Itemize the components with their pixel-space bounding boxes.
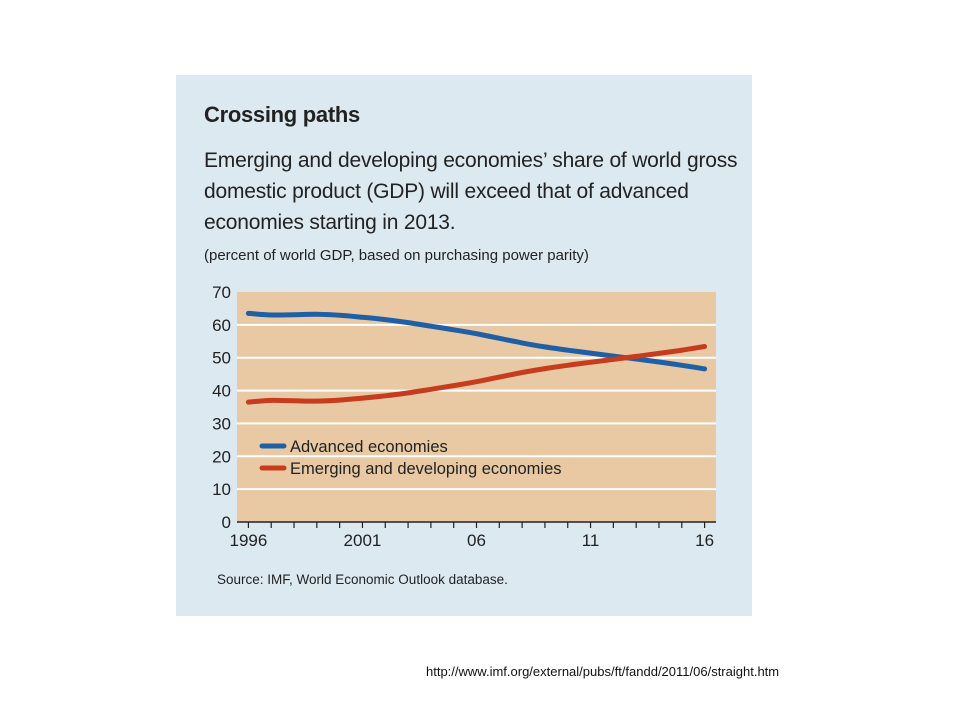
x-axis-ticks [247, 522, 706, 528]
x-axis-tick-labels: 1996 2001 06 11 16 [229, 531, 714, 550]
x-tick-label-1996: 1996 [229, 531, 267, 550]
legend-label-advanced-economies: Advanced economies [290, 438, 448, 456]
y-tick-label-60: 60 [212, 316, 231, 335]
series-lines [245, 310, 708, 405]
y-tick-label-30: 30 [212, 414, 231, 433]
x-tick-label-06: 06 [467, 531, 486, 550]
y-tick-label-70: 70 [212, 283, 231, 302]
legend: Advanced economies Emerging and developin… [259, 438, 562, 478]
chart-title: Crossing paths [204, 102, 360, 127]
y-tick-label-50: 50 [212, 349, 231, 368]
y-tick-label-0: 0 [222, 513, 231, 532]
y-tick-label-20: 20 [212, 447, 231, 466]
x-tick-label-2001: 2001 [344, 531, 382, 550]
chart-subtitle: Emerging and developing economies’ share… [204, 149, 738, 234]
x-tick-label-16: 16 [695, 531, 714, 550]
y-tick-label-40: 40 [212, 382, 231, 401]
y-axis-tick-labels: 0 10 20 30 40 50 60 70 [212, 283, 231, 532]
y-tick-label-10: 10 [212, 480, 231, 499]
plot-area [237, 292, 716, 522]
source-note: Source: IMF, World Economic Outlook data… [217, 572, 508, 587]
x-tick-label-11: 11 [582, 531, 600, 550]
series-line-emerging-and-developing-economies [245, 344, 708, 405]
legend-label-emerging-and-developing-economies: Emerging and developing economies [290, 460, 562, 478]
unit-note: (percent of world GDP, based on purchasi… [204, 247, 589, 264]
source-url: http://www.imf.org/external/pubs/ft/fand… [426, 664, 780, 679]
